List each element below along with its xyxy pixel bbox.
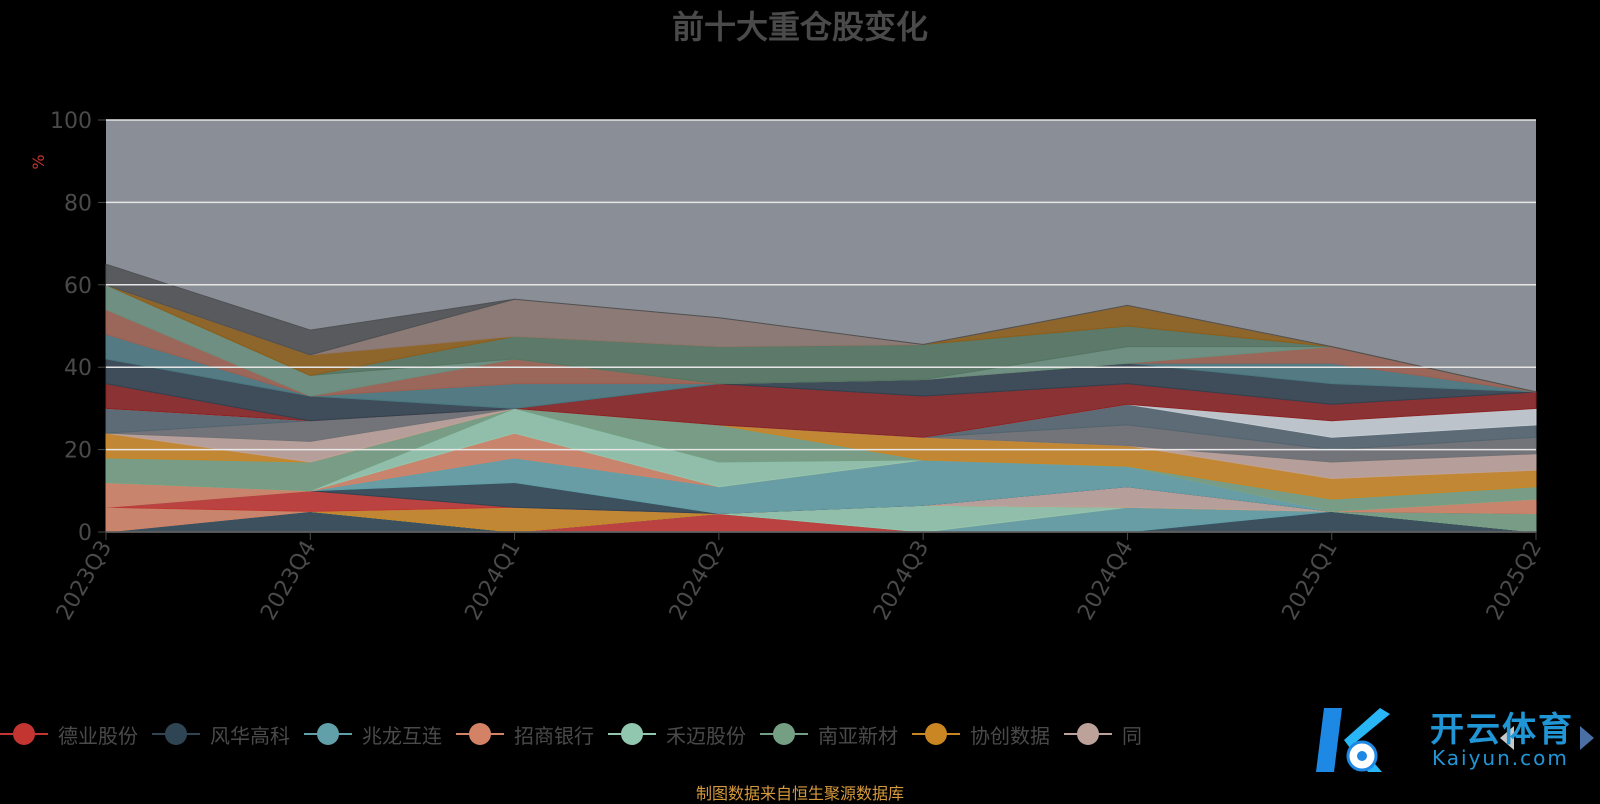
x-axis-ticks: 2023Q3 2023Q4 2024Q1 2024Q2 2024Q3 2024Q4 2025…	[52, 531, 1547, 625]
y-tick-label: 0	[78, 521, 92, 546]
y-tick-label: 100	[50, 109, 92, 134]
x-tick-label: 2024Q1	[460, 537, 525, 625]
x-tick-label: 2025Q1	[1278, 537, 1343, 625]
x-tick-label: 2024Q2	[665, 537, 730, 625]
legend-marker-icon	[0, 722, 48, 746]
legend-marker-icon	[608, 722, 656, 746]
y-tick-label: 80	[64, 191, 92, 216]
legend-next-arrow[interactable]	[1580, 726, 1594, 750]
legend-label: 协创数据	[970, 723, 1050, 748]
legend-marker-icon	[912, 722, 960, 746]
legend-label: 兆龙互连	[362, 723, 442, 748]
legend-label: 招商银行	[514, 723, 594, 748]
area-holding-28	[105, 263, 1537, 393]
legend: 德业股份 风华高科 兆龙互连 招商银行 禾迈股份 南亚新材 协创数据 同	[0, 716, 1600, 752]
legend-item[interactable]: 协创数据	[912, 720, 1050, 749]
legend-item[interactable]: 风华高科	[152, 720, 290, 749]
y-axis-ticks: 0 20 40 60 80 100	[50, 109, 106, 546]
y-tick-label: 60	[64, 274, 92, 299]
legend-label: 禾迈股份	[666, 723, 746, 748]
legend-marker-icon	[456, 722, 504, 746]
kaiyun-logo	[1316, 708, 1390, 772]
y-tick-label: 40	[64, 356, 92, 381]
legend-label: 同	[1122, 723, 1142, 748]
legend-item[interactable]: 德业股份	[0, 720, 138, 749]
legend-label: 南亚新材	[818, 723, 898, 748]
stacked-areas	[105, 263, 1537, 533]
legend-marker-icon	[152, 722, 200, 746]
legend-marker-icon	[760, 722, 808, 746]
legend-label: 德业股份	[58, 723, 138, 748]
legend-item[interactable]: 同	[1064, 720, 1142, 749]
x-tick-label: 2025Q2	[1482, 537, 1547, 625]
legend-item[interactable]: 南亚新材	[760, 720, 898, 749]
chart-title: 前十大重仓股变化	[672, 8, 928, 46]
x-tick-label: 2023Q4	[256, 537, 321, 625]
legend-item[interactable]: 禾迈股份	[608, 720, 746, 749]
watermark-subtitle: Kaiyun.com	[1432, 746, 1569, 770]
y-axis-label: %	[29, 154, 48, 169]
watermark: 开云体育 Kaiyun.com	[1312, 700, 1582, 780]
legend-marker-icon	[304, 722, 352, 746]
legend-item[interactable]: 兆龙互连	[304, 720, 442, 749]
legend-label: 风华高科	[210, 723, 290, 748]
legend-prev-arrow[interactable]	[1500, 726, 1514, 750]
y-tick-label: 20	[64, 439, 92, 464]
legend-item[interactable]: 招商银行	[456, 720, 594, 749]
data-source-note: 制图数据来自恒生聚源数据库	[695, 784, 904, 803]
x-tick-label: 2023Q3	[52, 537, 117, 625]
watermark-title: 开云体育	[1430, 710, 1574, 750]
x-tick-label: 2024Q3	[869, 537, 934, 625]
legend-marker-icon	[1064, 722, 1112, 746]
x-tick-label: 2024Q4	[1073, 537, 1138, 625]
